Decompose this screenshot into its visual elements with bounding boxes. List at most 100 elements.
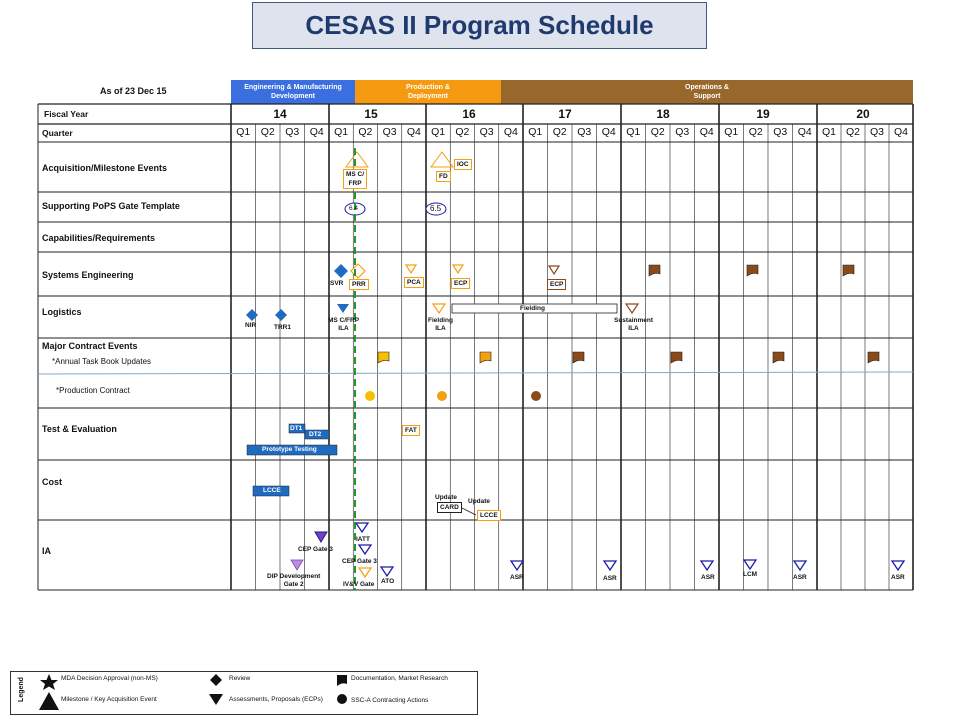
asr-label-3: ASR [701, 574, 715, 581]
quarter-label: Q3 [675, 126, 690, 138]
legend: Legend MDA Decision Approval (non-MS) Mi… [10, 671, 478, 715]
fielding-bar-label: Fielding [520, 305, 545, 312]
row-quarter: Quarter [42, 128, 73, 138]
quarter-label: Q2 [650, 126, 665, 138]
diamond-icon [210, 674, 222, 686]
quarter-label: Q2 [552, 126, 567, 138]
ioc-label: IOC [454, 159, 472, 170]
year-20: 20 [856, 107, 870, 121]
row-annual-task-book: *Annual Task Book Updates [52, 357, 152, 366]
ms-c-frp-text: MS C/ FRP [343, 169, 368, 189]
quarter-label: Q1 [236, 126, 251, 138]
asr-triangle-5 [890, 560, 906, 572]
quarter-label: Q2 [455, 126, 470, 138]
quarter-label: Q4 [309, 126, 324, 138]
lcm-triangle [742, 559, 758, 571]
quarter-label: Q3 [479, 126, 494, 138]
blue-separator-line [37, 371, 914, 375]
pca-label: PCA [404, 277, 424, 288]
cep-gate3-triangle-b [357, 544, 373, 556]
page-title: CESAS II Program Schedule [305, 10, 654, 40]
phase-production: Production & Deployment [355, 80, 501, 104]
dt2-bar [304, 429, 330, 440]
asr-triangle-2 [602, 560, 618, 572]
asr-triangle-4 [792, 560, 808, 572]
triangle-icon [39, 692, 59, 710]
row-major-contract-events: Major Contract Events [42, 341, 138, 351]
lcce2-label: LCCE [477, 510, 501, 521]
dt1-label: DT1 [290, 425, 303, 432]
fd-label: FD [436, 171, 451, 182]
doc-icon-atb-2 [479, 351, 492, 364]
dt1-bar [288, 423, 306, 434]
quarter-label: Q2 [845, 126, 860, 138]
year-16: 16 [462, 107, 476, 121]
ato-triangle [379, 566, 395, 578]
cep-gate3-label-a: CEP Gate 3 [298, 546, 333, 553]
sustainment-ila-triangle-down [624, 303, 640, 315]
quarter-label: Q1 [724, 126, 739, 138]
lcce-bar [252, 485, 290, 497]
gate-64-label: 6.4 [349, 205, 359, 212]
quarter-label: Q1 [626, 126, 641, 138]
gate-65-ellipse [425, 202, 447, 216]
ivv-label: IV&V Gate [343, 581, 375, 588]
doc-icon-se-18 [648, 264, 661, 277]
quarter-label: Q4 [601, 126, 616, 138]
quarter-label: Q3 [577, 126, 592, 138]
dt2-label: DT2 [309, 431, 322, 438]
doc-icon-atb-3 [572, 351, 585, 364]
quarter-label: Q4 [503, 126, 518, 138]
legend-item-contracting: SSC-A Contracting Actions [351, 697, 429, 704]
legend-item-assessments: Assessments, Proposals (ECPs) [229, 696, 323, 703]
ms-c-ila-triangle-down [337, 304, 349, 313]
ivv-triangle [357, 567, 373, 579]
row-acquisition: Acquisition/Milestone Events [42, 163, 168, 173]
year-18: 18 [656, 107, 670, 121]
row-pops: Supporting PoPS Gate Template [42, 201, 180, 211]
quarter-label: Q1 [334, 126, 349, 138]
star-icon [40, 674, 58, 690]
asr-triangle-3 [699, 560, 715, 572]
asr-label-2: ASR [603, 575, 617, 582]
ms-c-ila-label: MS C/FRP ILA [328, 317, 360, 332]
dip-triangle [290, 559, 304, 571]
legend-item-review: Review [229, 675, 251, 682]
fat-label: FAT [402, 425, 420, 436]
update2-label: Update [468, 498, 491, 505]
quarter-label: Q1 [528, 126, 543, 138]
nir-label: NIR [245, 322, 257, 329]
doc-icon-se-19 [746, 264, 759, 277]
legend-item-mda: MDA Decision Approval (non-MS) [61, 675, 158, 682]
doc-icon-atb-5 [772, 351, 785, 364]
phase-operations: Operations & Support [501, 80, 913, 104]
fd-triangle [430, 151, 454, 168]
contract-circle-1 [365, 391, 375, 401]
att-label: IATT [356, 536, 370, 543]
ms-c-triangle [345, 151, 369, 168]
nir-diamond [246, 309, 258, 321]
row-cost: Cost [42, 477, 62, 487]
quarter-label: Q4 [893, 126, 908, 138]
card-label: CARD [437, 502, 462, 513]
row-capabilities: Capabilities/Requirements [42, 233, 156, 243]
row-ia: IA [42, 546, 51, 556]
year-17: 17 [558, 107, 572, 121]
quarter-label: Q3 [382, 126, 397, 138]
phase-emd: Engineering & Manufacturing Development [231, 80, 355, 104]
prototype-testing-bar [246, 444, 338, 456]
year-15: 15 [364, 107, 378, 121]
quarter-label: Q3 [869, 126, 884, 138]
circle-icon [337, 694, 347, 704]
ecp2-label: ECP [547, 279, 567, 290]
asr-label-5: ASR [891, 574, 905, 581]
quarter-label: Q4 [797, 126, 812, 138]
doc-icon-atb-1 [377, 351, 390, 364]
lcm-label: LCM [743, 571, 758, 578]
contract-circle-2 [437, 391, 447, 401]
row-systems-engineering: Systems Engineering [42, 270, 134, 280]
quarter-label: Q1 [821, 126, 836, 138]
document-icon [337, 675, 347, 686]
quarter-label: Q4 [699, 126, 714, 138]
